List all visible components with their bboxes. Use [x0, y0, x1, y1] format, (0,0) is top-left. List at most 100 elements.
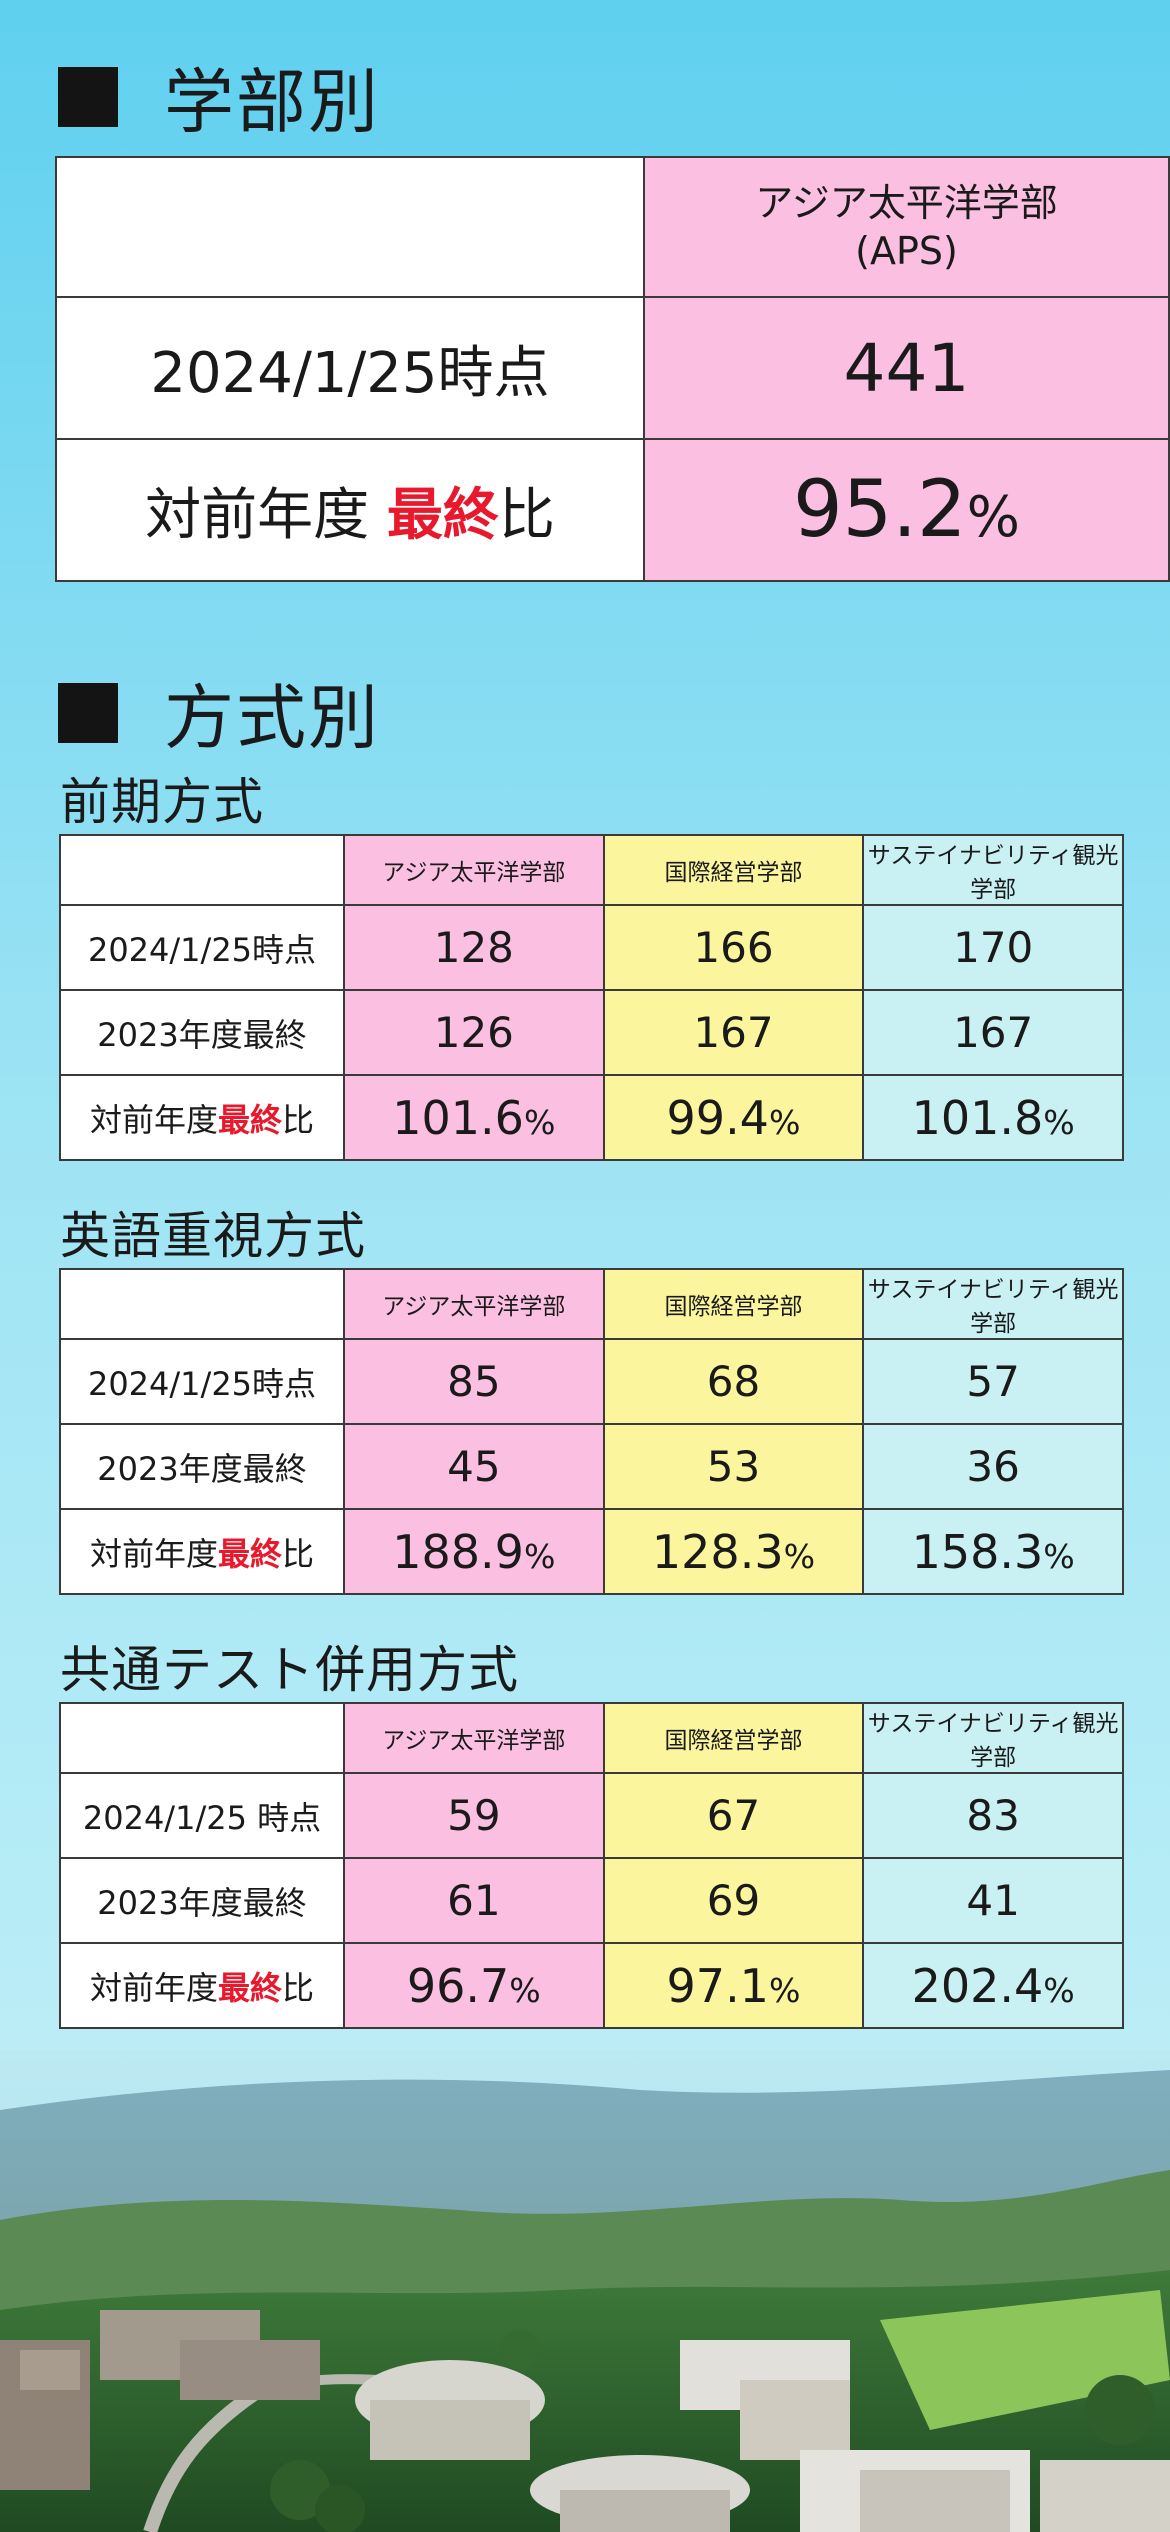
method-title: 共通テスト併用方式 — [60, 1641, 519, 1699]
cell-previous-st: 167 — [862, 989, 1124, 1076]
cell-ratio-aps: 188.9% — [343, 1508, 605, 1595]
ratio-unit: % — [523, 1102, 556, 1142]
ratio-label-post: 比 — [282, 1100, 315, 1139]
ratio-label-pre: 対前年度 — [89, 1100, 218, 1139]
cell-ratio-apm: 128.3% — [602, 1508, 865, 1595]
ratio-label-final: 最終 — [386, 482, 499, 548]
ratio-value: 95.2% — [643, 438, 1170, 582]
ratio-number: 128.3 — [651, 1524, 784, 1579]
row-label-ratio: 対前年度最終比 — [59, 1074, 345, 1161]
cell-ratio-st: 101.8% — [862, 1074, 1124, 1161]
method-table-common-test: アジア太平洋学部 国際経営学部 サステイナビリティ観光学部 2024/1/25 … — [59, 1702, 1124, 2029]
ratio-label-final: 最終 — [217, 1534, 282, 1573]
ratio-number: 158.3 — [911, 1524, 1044, 1579]
cell-current-st: 57 — [862, 1338, 1124, 1425]
cell-previous-apm: 167 — [602, 989, 865, 1076]
header-st: サステイナビリティ観光学部 — [862, 1702, 1124, 1774]
ratio-unit: % — [768, 1970, 801, 2010]
cell-current-aps: 85 — [343, 1338, 605, 1425]
cell-previous-aps: 126 — [343, 989, 605, 1076]
square-bullet-icon — [58, 682, 118, 743]
row-label-current: 2024/1/25時点 — [59, 904, 345, 991]
current-count-value: 441 — [643, 296, 1170, 440]
faculty-section-title: 学部別 — [164, 61, 380, 143]
method-title: 前期方式 — [60, 773, 264, 831]
cell-current-aps: 59 — [343, 1772, 605, 1859]
method-title: 英語重視方式 — [60, 1207, 366, 1265]
ratio-unit: % — [1043, 1970, 1075, 2010]
cell-previous-aps: 61 — [343, 1857, 605, 1944]
cell-current-st: 83 — [862, 1772, 1124, 1859]
method-table-early: アジア太平洋学部 国際経営学部 サステイナビリティ観光学部 2024/1/25時… — [59, 834, 1124, 1161]
cell-previous-st: 36 — [862, 1423, 1124, 1510]
ratio-value-unit: % — [966, 485, 1021, 550]
cell-current-st: 170 — [862, 904, 1124, 991]
row-label-current: 2024/1/25時点 — [59, 1338, 345, 1425]
row-label-previous: 2023年度最終 — [59, 1423, 345, 1510]
cell-previous-st: 41 — [862, 1857, 1124, 1944]
cell-current-apm: 166 — [602, 904, 865, 991]
method-section-title: 方式別 — [164, 677, 380, 759]
ratio-unit: % — [509, 1970, 541, 2010]
ratio-label-post: 比 — [282, 1534, 315, 1573]
row-label-current: 2024/1/25 時点 — [59, 1772, 345, 1859]
ratio-number: 101.8 — [911, 1090, 1044, 1145]
header-aps: アジア太平洋学部 — [343, 1268, 605, 1340]
faculty-table: アジア太平洋学部 (APS) 2024/1/25時点 441 対前年度 最終比 … — [55, 156, 1170, 582]
cell-ratio-aps: 101.6% — [343, 1074, 605, 1161]
cell-current-aps: 128 — [343, 904, 605, 991]
method-table-corner — [59, 1268, 345, 1340]
row-label-ratio: 対前年度最終比 — [59, 1942, 345, 2029]
header-apm: 国際経営学部 — [602, 834, 865, 906]
cell-previous-apm: 69 — [602, 1857, 865, 1944]
header-st: サステイナビリティ観光学部 — [862, 1268, 1124, 1340]
ratio-label: 対前年度 最終比 — [55, 438, 645, 582]
ratio-unit: % — [1043, 1536, 1075, 1576]
ratio-unit: % — [783, 1536, 816, 1576]
ratio-value-number: 95.2 — [792, 465, 967, 555]
ratio-label-final: 最終 — [217, 1100, 282, 1139]
ratio-unit: % — [523, 1536, 556, 1576]
faculty-table-corner — [55, 156, 645, 298]
ratio-number: 99.4 — [666, 1090, 769, 1145]
cell-previous-aps: 45 — [343, 1423, 605, 1510]
ratio-unit: % — [768, 1102, 801, 1142]
ratio-number: 97.1 — [666, 1958, 769, 2013]
current-count-label: 2024/1/25時点 — [55, 296, 645, 440]
cell-current-apm: 67 — [602, 1772, 865, 1859]
cell-current-apm: 68 — [602, 1338, 865, 1425]
cell-ratio-apm: 99.4% — [602, 1074, 865, 1161]
ratio-label-pre: 対前年度 — [89, 1968, 218, 2007]
ratio-number: 188.9 — [392, 1524, 524, 1579]
header-aps: アジア太平洋学部 — [343, 834, 605, 906]
faculty-section-heading: 学部別 — [58, 46, 380, 147]
method-table-corner — [59, 834, 345, 906]
cell-previous-apm: 53 — [602, 1423, 865, 1510]
cell-ratio-st: 158.3% — [862, 1508, 1124, 1595]
method-section-heading: 方式別 — [58, 662, 380, 763]
cell-ratio-apm: 97.1% — [602, 1942, 865, 2029]
faculty-name: アジア太平洋学部 — [755, 181, 1058, 225]
faculty-table-header: アジア太平洋学部 (APS) — [643, 156, 1170, 298]
row-label-previous: 2023年度最終 — [59, 989, 345, 1076]
method-table-corner — [59, 1702, 345, 1774]
header-apm: 国際経営学部 — [602, 1702, 865, 1774]
ratio-number: 101.6 — [392, 1090, 524, 1145]
ratio-number: 202.4 — [911, 1958, 1044, 2013]
row-label-ratio: 対前年度最終比 — [59, 1508, 345, 1595]
cell-ratio-st: 202.4% — [862, 1942, 1124, 2029]
ratio-number: 96.7 — [406, 1958, 510, 2013]
square-bullet-icon — [58, 66, 118, 127]
ratio-label-pre: 対前年度 — [89, 1534, 218, 1573]
ratio-label-post: 比 — [282, 1968, 315, 2007]
faculty-abbr: (APS) — [855, 229, 958, 273]
ratio-label-post: 比 — [498, 482, 555, 548]
campus-aerial-image — [0, 2050, 1170, 2532]
cell-ratio-aps: 96.7% — [343, 1942, 605, 2029]
ratio-label-final: 最終 — [217, 1968, 282, 2007]
method-table-english: アジア太平洋学部 国際経営学部 サステイナビリティ観光学部 2024/1/25時… — [59, 1268, 1124, 1595]
header-aps: アジア太平洋学部 — [343, 1702, 605, 1774]
header-apm: 国際経営学部 — [602, 1268, 865, 1340]
ratio-label-pre: 対前年度 — [145, 482, 387, 548]
header-st: サステイナビリティ観光学部 — [862, 834, 1124, 906]
